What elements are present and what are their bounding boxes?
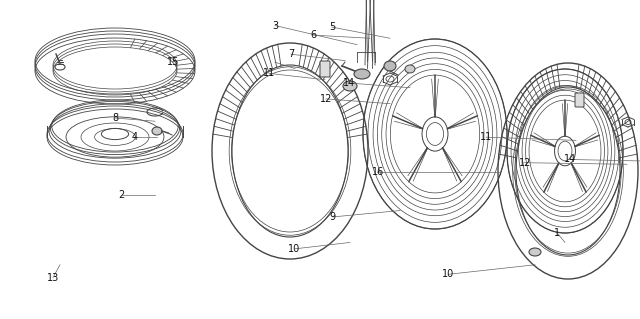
Text: 9: 9 [330,212,336,222]
Ellipse shape [152,127,162,135]
Text: 10: 10 [442,269,454,279]
Text: 15: 15 [166,57,179,67]
Ellipse shape [529,248,541,256]
Text: 8: 8 [112,113,118,123]
Text: 12: 12 [518,158,531,168]
Text: 11: 11 [480,132,493,142]
Text: 11: 11 [262,68,275,78]
Text: 5: 5 [330,22,336,32]
Text: 6: 6 [310,30,317,40]
Text: 14: 14 [563,154,576,165]
Text: 3: 3 [272,20,278,31]
Text: 12: 12 [320,94,333,104]
FancyBboxPatch shape [575,93,584,107]
Text: 1: 1 [554,228,560,238]
Text: 16: 16 [371,167,384,177]
Text: 10: 10 [288,244,301,254]
Ellipse shape [384,61,396,71]
Text: 7: 7 [288,49,294,59]
Ellipse shape [405,65,415,73]
Text: 2: 2 [118,189,125,200]
Ellipse shape [354,69,370,79]
Text: 4: 4 [131,132,138,142]
Text: 13: 13 [47,272,60,283]
Ellipse shape [343,81,357,91]
Text: 14: 14 [342,78,355,88]
FancyBboxPatch shape [320,61,330,77]
